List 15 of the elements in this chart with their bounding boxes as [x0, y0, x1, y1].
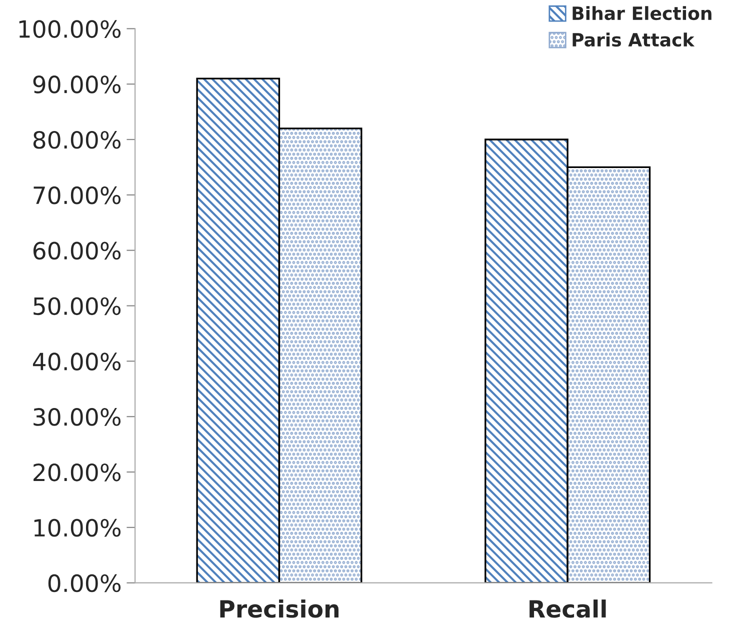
legend-label: Paris Attack — [572, 32, 695, 47]
y-tick-label: 0.00% — [48, 574, 121, 592]
y-tick-label: 50.00% — [34, 297, 121, 316]
y-tick-label: 100.00% — [19, 20, 121, 38]
x-tick-label: Precision — [220, 600, 338, 618]
y-tick-label: 90.00% — [33, 76, 121, 94]
x-tick-label: Recall — [530, 600, 606, 618]
y-tick-label: 40.00% — [32, 352, 121, 370]
legend-label: Bihar Election — [572, 6, 712, 20]
y-tick-label: 60.00% — [33, 242, 121, 260]
y-tick-label: 20.00% — [34, 463, 121, 482]
y-tick-label: 30.00% — [34, 408, 121, 426]
y-tick-label: 80.00% — [33, 130, 121, 149]
y-tick-label: 10.00% — [34, 518, 121, 537]
y-tick-label: 70.00% — [34, 186, 121, 204]
